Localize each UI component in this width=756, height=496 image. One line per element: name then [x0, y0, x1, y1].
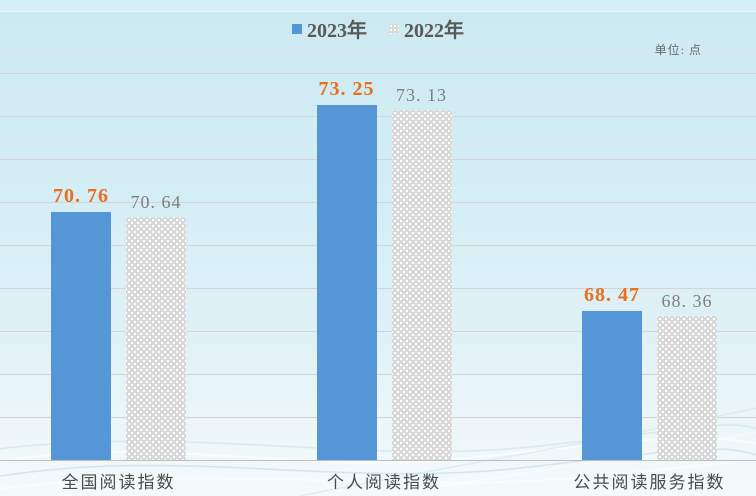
- gridline: [0, 331, 756, 332]
- legend-label-2022: 2022年: [404, 20, 464, 42]
- value-label-2022年-个人阅读指数: 73. 13: [396, 85, 447, 106]
- chart-legend: 2023年 2022年: [0, 14, 756, 43]
- bar-2023年-全国阅读指数: [51, 212, 111, 460]
- bar-2022年-个人阅读指数: [391, 110, 452, 460]
- gridline: [0, 374, 756, 375]
- value-label-2022年-公共阅读服务指数: 68. 36: [661, 290, 713, 311]
- top-decor-band: [0, 0, 756, 12]
- gridline: [0, 417, 756, 418]
- legend-label-2023: 2023年: [307, 20, 367, 42]
- gridline: [0, 159, 756, 160]
- x-axis-baseline: [0, 460, 756, 461]
- legend-marker-2022-icon: [389, 23, 399, 34]
- gridline: [0, 288, 756, 289]
- gridline: [0, 245, 756, 246]
- legend-item-2023: 2023年: [292, 14, 367, 43]
- category-label-公共阅读服务指数: 公共阅读服务指数: [573, 473, 726, 492]
- legend-marker-2023-icon: [292, 23, 302, 34]
- bar-2022年-全国阅读指数: [126, 217, 186, 460]
- bar-2022年-公共阅读服务指数: [657, 315, 717, 460]
- gridline: [0, 73, 756, 74]
- value-label-2022年-全国阅读指数: 70. 64: [130, 192, 182, 213]
- bar-2023年-个人阅读指数: [316, 105, 377, 460]
- value-label-2023年-全国阅读指数: 70. 76: [53, 185, 109, 208]
- value-label-2023年-个人阅读指数: 73. 25: [318, 78, 375, 101]
- category-label-个人阅读指数: 个人阅读指数: [327, 473, 441, 492]
- gridline: [0, 116, 756, 117]
- gridline: [0, 202, 756, 203]
- value-label-2023年-公共阅读服务指数: 68. 47: [584, 283, 640, 306]
- bar-2023年-公共阅读服务指数: [582, 310, 642, 460]
- unit-label: 单位: 点: [654, 43, 702, 57]
- category-label-全国阅读指数: 全国阅读指数: [61, 473, 176, 492]
- legend-item-2022: 2022年: [389, 14, 464, 43]
